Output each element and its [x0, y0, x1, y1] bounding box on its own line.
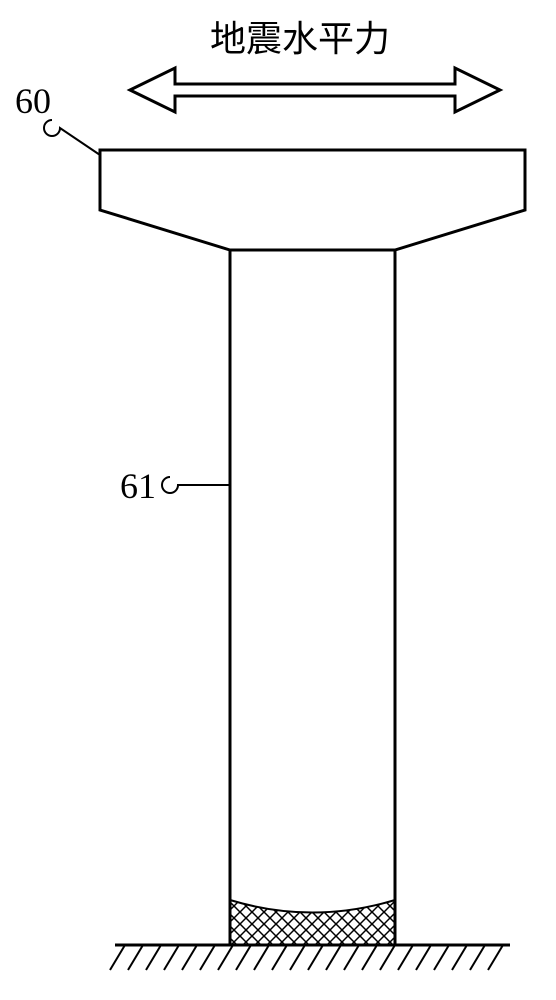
ref-61-label: 61	[120, 465, 156, 507]
pier-diagram	[0, 0, 556, 1000]
force-arrow	[130, 68, 500, 112]
plastic-hinge-zone	[230, 900, 395, 945]
leader-61	[162, 477, 230, 493]
seismic-force-label: 地震水平力	[210, 10, 390, 62]
ref-60-label: 60	[15, 80, 51, 122]
leader-60	[44, 120, 100, 155]
pier-column	[230, 250, 395, 945]
pier-cap	[100, 150, 525, 250]
ground-line	[110, 945, 510, 970]
